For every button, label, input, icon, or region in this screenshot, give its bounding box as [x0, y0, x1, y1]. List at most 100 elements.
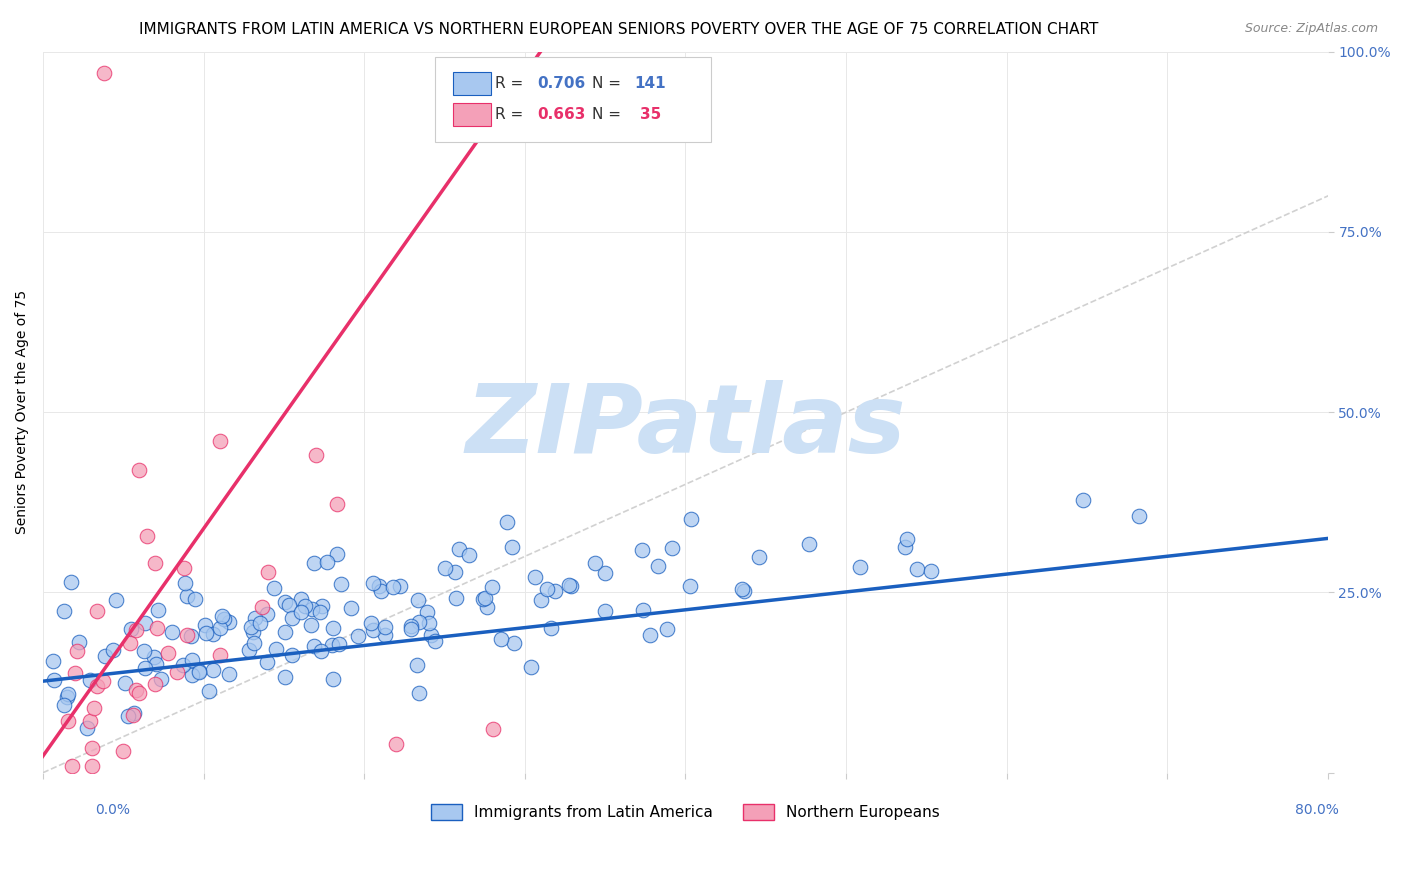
Point [481, 580, 503, 594]
Point [374, 628, 396, 642]
Point [309, 605, 332, 619]
Point [444, 565, 467, 579]
Point [143, 556, 166, 570]
Point [631, 542, 654, 557]
Point [256, 607, 278, 622]
Point [173, 561, 195, 575]
Point [385, 737, 408, 751]
Point [361, 576, 384, 591]
Point [290, 605, 312, 619]
Text: 0.706: 0.706 [537, 76, 586, 91]
Point [52, 698, 75, 712]
Point [489, 632, 512, 646]
Point [733, 584, 755, 599]
Point [67, 635, 90, 649]
Point [121, 707, 143, 722]
Point [305, 449, 328, 463]
Point [80, 758, 103, 772]
Point [346, 629, 368, 643]
Point [162, 624, 184, 639]
Text: R =: R = [495, 76, 529, 91]
Point [661, 541, 683, 555]
Point [326, 547, 349, 561]
Point [277, 598, 299, 612]
Point [294, 599, 316, 613]
Point [640, 628, 662, 642]
Point [529, 593, 551, 607]
Point [444, 591, 467, 605]
FancyBboxPatch shape [434, 57, 711, 142]
Point [125, 623, 148, 637]
Point [176, 627, 198, 641]
Point [797, 537, 820, 551]
Point [195, 626, 218, 640]
Point [301, 601, 323, 615]
Point [330, 577, 353, 591]
Point [181, 653, 204, 667]
Point [748, 550, 770, 565]
Point [112, 744, 135, 758]
Point [274, 595, 297, 609]
Point [118, 635, 141, 649]
Point [128, 463, 150, 477]
Point [731, 582, 754, 596]
Point [240, 620, 263, 634]
Point [593, 566, 616, 581]
Y-axis label: Seniors Poverty Over the Age of 75: Seniors Poverty Over the Age of 75 [15, 290, 30, 534]
Point [263, 581, 285, 595]
Point [145, 657, 167, 671]
Point [76, 721, 98, 735]
Point [93, 649, 115, 664]
Point [209, 648, 232, 662]
Point [406, 657, 429, 672]
Point [201, 663, 224, 677]
Point [849, 559, 872, 574]
Point [134, 661, 156, 675]
Point [114, 676, 136, 690]
Point [56, 690, 79, 704]
Point [481, 723, 503, 737]
Point [425, 634, 447, 648]
Point [1071, 493, 1094, 508]
Point [149, 673, 172, 687]
Point [322, 672, 344, 686]
Point [475, 599, 498, 614]
Point [80, 740, 103, 755]
Point [83, 700, 105, 714]
Point [173, 576, 195, 591]
Point [647, 558, 669, 573]
Point [238, 643, 260, 657]
Point [558, 577, 581, 591]
Point [243, 610, 266, 624]
Point [524, 570, 547, 584]
Point [120, 622, 142, 636]
Point [93, 66, 115, 80]
Point [184, 592, 207, 607]
Point [370, 584, 392, 599]
Point [42, 673, 65, 687]
Point [894, 540, 917, 554]
Text: IMMIGRANTS FROM LATIN AMERICA VS NORTHERN EUROPEAN SENIORS POVERTY OVER THE AGE : IMMIGRANTS FROM LATIN AMERICA VS NORTHER… [139, 22, 1098, 37]
Point [59, 574, 82, 589]
Point [361, 624, 384, 638]
Point [631, 602, 654, 616]
Point [681, 512, 703, 526]
Point [302, 556, 325, 570]
Point [212, 612, 235, 626]
Point [63, 666, 86, 681]
Point [243, 635, 266, 649]
Text: N =: N = [592, 76, 626, 91]
Point [188, 665, 211, 679]
Point [447, 541, 470, 556]
Point [583, 557, 606, 571]
Legend: Immigrants from Latin America, Northern Europeans: Immigrants from Latin America, Northern … [425, 798, 946, 826]
Point [172, 658, 194, 673]
Point [420, 628, 443, 642]
Point [560, 579, 582, 593]
Point [79, 714, 101, 728]
Point [896, 533, 918, 547]
Point [103, 643, 125, 657]
Point [474, 591, 496, 605]
Point [281, 648, 304, 663]
Point [125, 683, 148, 698]
